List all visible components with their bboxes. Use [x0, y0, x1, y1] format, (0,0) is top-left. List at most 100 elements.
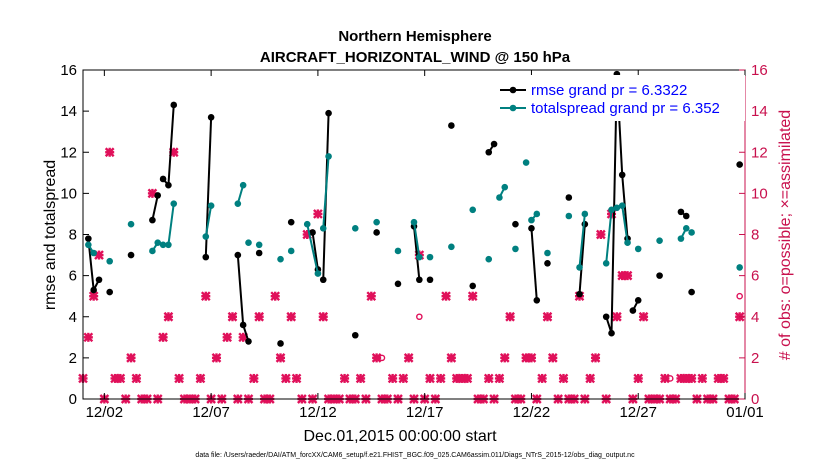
totalspread-point-15-0 — [394, 247, 402, 255]
y-left-tick-label: 12 — [60, 144, 77, 161]
x-axis-label: Dec.01,2015 00:00:00 start — [303, 428, 497, 445]
legend-spread-label: totalspread grand pr = 6.352 — [531, 100, 720, 117]
rmse-point-28-0 — [677, 208, 685, 216]
rmse-point-18-0 — [469, 282, 477, 290]
obs-assimilated-point-2 — [88, 291, 99, 302]
rmse-line-10 — [311, 232, 319, 270]
obs-assimilated-point-22 — [195, 373, 206, 384]
totalspread-point-11-0 — [303, 220, 311, 228]
rmse-point-26-1 — [634, 297, 642, 304]
totalspread-line-27 — [578, 213, 586, 268]
legend-box — [496, 75, 745, 121]
obs-possible-point-3 — [666, 375, 674, 382]
obs-assimilated-point-37 — [275, 353, 286, 363]
totalspread-point-21-1 — [501, 183, 509, 191]
obs-assimilated-point-49 — [339, 373, 350, 384]
obs-assimilated-point-10 — [131, 373, 142, 384]
rmse-point-5-1 — [207, 113, 215, 121]
totalspread-point-6-0 — [234, 200, 242, 207]
rmse-point-7-0 — [255, 249, 263, 257]
totalspread-point-14-0 — [373, 218, 380, 226]
obs-assimilated-point-69 — [446, 353, 457, 363]
rmse-point-23-0 — [565, 194, 573, 201]
rmse-point-21-1 — [533, 297, 541, 304]
obs-assimilated-point-114 — [686, 373, 697, 384]
totalspread-point-10-0 — [287, 247, 295, 255]
rmse-point-5-0 — [202, 253, 210, 261]
obs-assimilated-point-116 — [697, 373, 708, 384]
x-tick-label: 12/07 — [192, 404, 230, 421]
totalspread-point-28-0 — [602, 259, 610, 267]
totalspread-point-30-0 — [656, 237, 663, 244]
y-right-tick-label: 2 — [751, 350, 759, 367]
chart-title-line-2: AIRCRAFT_HORIZONTAL_WIND @ 150 hPa — [260, 49, 571, 66]
obs-assimilated-point-100 — [612, 311, 622, 322]
totalspread-point-24-1 — [533, 210, 541, 218]
totalspread-point-2-0 — [127, 220, 135, 228]
rmse-point-25-1 — [608, 329, 615, 337]
rmse-point-27-0 — [656, 272, 663, 279]
totalspread-point-31-0 — [677, 235, 685, 242]
totalspread-line-5 — [204, 205, 213, 237]
obs-assimilated-point-95 — [585, 373, 596, 384]
y-right-tick-label: 8 — [751, 227, 759, 244]
totalspread-point-7-0 — [245, 239, 252, 247]
rmse-point-0-1 — [90, 286, 97, 294]
obs-assimilated-point-40 — [291, 373, 302, 384]
obs-assimilated-point-54 — [366, 291, 377, 302]
obs-assimilated-point-15 — [158, 332, 168, 343]
y-right-tick-label: 0 — [751, 391, 759, 408]
obs-assimilated-point-7 — [115, 373, 126, 384]
obs-assimilated-point-58 — [387, 373, 398, 384]
obs-assimilated-point-36 — [270, 291, 281, 302]
totalspread-point-4-1 — [165, 241, 172, 249]
y-left-tick-label: 4 — [69, 309, 77, 326]
totalspread-point-33-0 — [736, 264, 743, 271]
rmse-point-14-0 — [394, 280, 402, 288]
obs-possible-point-2 — [453, 375, 461, 382]
rmse-point-26-0 — [629, 307, 637, 314]
rmse-line-21 — [530, 228, 538, 301]
obs-assimilated-point-109 — [660, 373, 670, 384]
rmse-point-3-0 — [149, 216, 156, 224]
totalspread-point-0-0 — [85, 241, 92, 249]
rmse-point-20-0 — [512, 220, 519, 228]
x-tick-label: 12/27 — [619, 404, 657, 421]
legend-rmse-label: rmse grand pr = 6.3322 — [531, 82, 687, 99]
rmse-point-21-0 — [528, 225, 535, 232]
totalspread-point-18-0 — [448, 243, 455, 251]
y-left-tick-label: 16 — [60, 62, 77, 79]
obs-assimilated-point-39 — [286, 311, 297, 322]
x-tick-label: 12/02 — [86, 404, 124, 421]
legend-spread-marker — [509, 104, 517, 112]
x-tick-label: 12/22 — [513, 404, 551, 421]
y-left-tick-label: 0 — [69, 391, 77, 408]
obs-assimilated-point-88 — [547, 353, 558, 363]
rmse-point-1-0 — [106, 288, 113, 296]
obs-assimilated-point-80 — [505, 311, 515, 322]
obs-assimilated-point-45 — [318, 311, 329, 322]
rmse-point-4-2 — [170, 101, 178, 109]
totalspread-point-0-1 — [90, 249, 97, 257]
obs-assimilated-point-52 — [355, 373, 366, 384]
obs-assimilated-point-96 — [590, 353, 601, 363]
rmse-point-6-1 — [239, 321, 247, 329]
totalspread-point-28-4 — [624, 239, 631, 247]
obs-assimilated-point-120 — [718, 373, 729, 384]
totalspread-point-28-2 — [613, 204, 621, 212]
obs-assimilated-point-27 — [222, 332, 232, 343]
rmse-point-6-2 — [245, 338, 252, 345]
rmse-point-19-0 — [485, 148, 493, 156]
rmse-point-25-0 — [602, 313, 610, 321]
y-right-tick-label: 14 — [751, 103, 768, 120]
y-axis-left-label: rmse and totalspread — [42, 160, 59, 310]
rmse-point-6-0 — [234, 251, 242, 259]
totalspread-line-12 — [322, 156, 330, 229]
totalspread-point-24-0 — [528, 216, 535, 224]
y-right-tick-label: 6 — [751, 268, 759, 285]
obs-assimilated-point-9 — [126, 353, 136, 363]
x-tick-label: 12/12 — [299, 404, 337, 421]
totalspread-point-25-0 — [544, 249, 551, 257]
y-left-tick-label: 10 — [60, 185, 77, 202]
